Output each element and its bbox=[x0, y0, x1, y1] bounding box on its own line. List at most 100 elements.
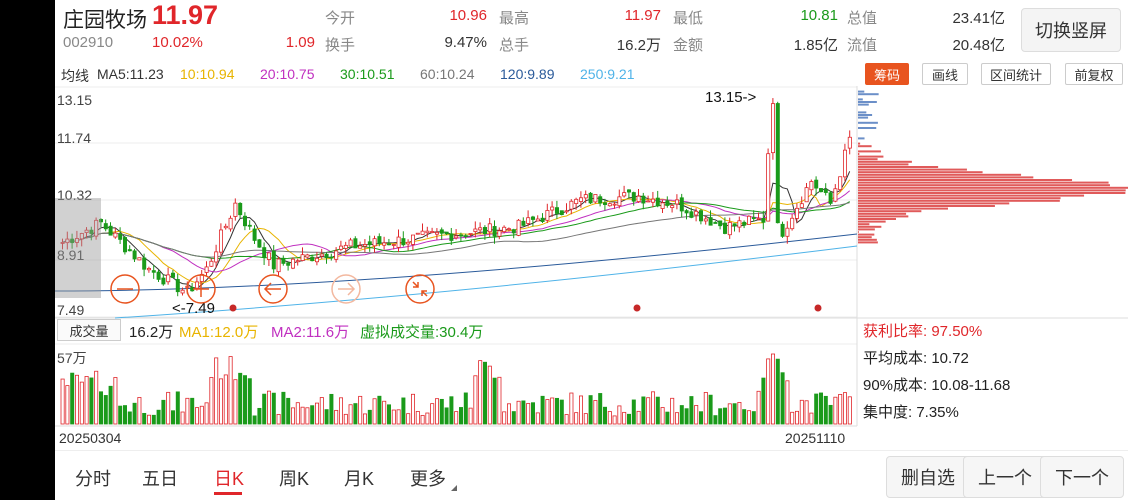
candle-body bbox=[401, 238, 406, 246]
candle-body bbox=[367, 241, 372, 246]
volume-bar bbox=[310, 405, 315, 425]
volume-legend: 成交量 16.2万 MA1:12.0万 MA2:11.6万 虚拟成交量:30.4… bbox=[55, 318, 855, 342]
chip-bar bbox=[858, 212, 907, 215]
candle-body bbox=[84, 229, 89, 233]
candle-body bbox=[204, 266, 209, 273]
candle-body bbox=[353, 238, 358, 249]
volume-bar bbox=[228, 356, 233, 425]
volume-bar bbox=[703, 392, 708, 425]
previous-stock-button[interactable]: 上一个 bbox=[963, 456, 1047, 498]
tab-five-day[interactable]: 五日 bbox=[142, 469, 178, 489]
chip-bar bbox=[858, 150, 881, 153]
candle-body bbox=[579, 197, 584, 202]
candle-body bbox=[559, 210, 564, 216]
candle-body bbox=[310, 256, 315, 262]
tab-weekly-k[interactable]: 周K bbox=[279, 469, 310, 489]
volume-bar bbox=[391, 409, 396, 425]
range-stats-button[interactable]: 区间统计 bbox=[981, 63, 1051, 85]
more-dropdown-icon bbox=[451, 485, 457, 491]
tab-daily-k[interactable]: 日K bbox=[214, 469, 245, 489]
tab-monthly-k[interactable]: 月K bbox=[344, 469, 375, 489]
candle-body bbox=[410, 234, 415, 245]
chart-nav-controls[interactable] bbox=[55, 198, 435, 304]
volume-bar bbox=[238, 372, 243, 425]
ma60-line bbox=[62, 202, 850, 258]
candle-body bbox=[636, 195, 641, 202]
tab-more[interactable]: 更多 bbox=[410, 469, 446, 489]
volume-ma1: MA1:12.0万 bbox=[179, 324, 259, 341]
zoom-out-icon[interactable] bbox=[110, 274, 140, 304]
kline-chart[interactable]: 13.15 11.74 10.32 8.91 7.49 57万 13.15-> … bbox=[55, 86, 1128, 450]
candle-body bbox=[550, 206, 555, 211]
volume-bar bbox=[262, 393, 267, 425]
candle-body bbox=[300, 254, 305, 261]
chip-bar bbox=[858, 153, 860, 155]
chip-button[interactable]: 筹码 bbox=[865, 63, 909, 85]
volume-bar bbox=[406, 413, 411, 425]
candle-body bbox=[641, 195, 646, 204]
volume-bar bbox=[118, 405, 123, 425]
volume-bar bbox=[281, 391, 286, 425]
volume-bar bbox=[588, 395, 593, 425]
volume-bar bbox=[771, 353, 776, 425]
zoom-in-icon[interactable] bbox=[186, 274, 216, 304]
chip-bar bbox=[858, 218, 896, 220]
volume-bar bbox=[679, 405, 684, 425]
arrow-right-icon[interactable] bbox=[331, 274, 361, 304]
arrow-left-icon[interactable] bbox=[258, 274, 288, 304]
candle-body bbox=[334, 250, 339, 260]
volume-bar bbox=[65, 385, 70, 425]
quote-label-total-cap: 总值 bbox=[847, 10, 878, 27]
collapse-arrows-icon[interactable] bbox=[405, 274, 435, 304]
candle-body bbox=[723, 222, 728, 234]
switch-portrait-button[interactable]: 切换竖屏 bbox=[1021, 8, 1121, 52]
volume-bar bbox=[478, 360, 483, 425]
chip-bar bbox=[858, 207, 949, 210]
remove-watchlist-button[interactable]: 删自选 bbox=[886, 456, 970, 498]
volume-bar bbox=[247, 378, 252, 425]
draw-line-button[interactable]: 画线 bbox=[922, 63, 968, 85]
volume-bar bbox=[511, 411, 516, 425]
volume-bar bbox=[723, 407, 728, 425]
candle-body bbox=[252, 228, 257, 241]
quote-label-amount: 金额 bbox=[673, 37, 704, 54]
volume-indicator-button[interactable]: 成交量 bbox=[57, 319, 121, 341]
quote-value-low: 10.81 bbox=[800, 7, 838, 24]
volume-bar bbox=[727, 403, 732, 425]
tab-intraday[interactable]: 分时 bbox=[75, 469, 111, 489]
current-price: 11.97 bbox=[152, 0, 219, 30]
chip-bar bbox=[858, 231, 859, 233]
candle-body bbox=[819, 188, 824, 193]
candle-body bbox=[804, 187, 809, 203]
volume-bar bbox=[367, 409, 372, 425]
chip-bar bbox=[858, 192, 1126, 194]
volume-bar bbox=[372, 398, 377, 425]
candle-body bbox=[540, 217, 545, 222]
candle-body bbox=[103, 223, 108, 230]
volume-bar bbox=[185, 397, 190, 425]
candle-body bbox=[271, 250, 276, 270]
volume-bar bbox=[694, 405, 699, 425]
adjust-forward-button[interactable]: 前复权 bbox=[1065, 63, 1123, 85]
quote-label-volume: 总手 bbox=[499, 37, 530, 54]
candle-body bbox=[238, 202, 243, 216]
volume-bar bbox=[684, 408, 689, 425]
candle-body bbox=[814, 179, 819, 189]
volume-bar bbox=[242, 375, 247, 425]
volume-bar bbox=[593, 400, 598, 425]
volume-bar bbox=[665, 411, 670, 425]
candle-body bbox=[242, 215, 247, 227]
candle-body bbox=[223, 225, 228, 229]
volume-bar bbox=[314, 402, 319, 425]
volume-bar bbox=[607, 411, 612, 425]
scroll-handle[interactable] bbox=[55, 198, 101, 298]
volume-bar bbox=[147, 414, 152, 425]
next-stock-button[interactable]: 下一个 bbox=[1040, 456, 1124, 498]
candle-body bbox=[603, 202, 608, 205]
candle-body bbox=[617, 196, 622, 207]
chip-bar bbox=[858, 168, 967, 171]
candle-body bbox=[660, 202, 665, 209]
quote-header: 庄园牧场 11.97 002910 10.02% 1.09 今开 10.96 最… bbox=[55, 0, 1128, 62]
chip-bar bbox=[858, 189, 1126, 192]
candle-body bbox=[583, 194, 588, 199]
